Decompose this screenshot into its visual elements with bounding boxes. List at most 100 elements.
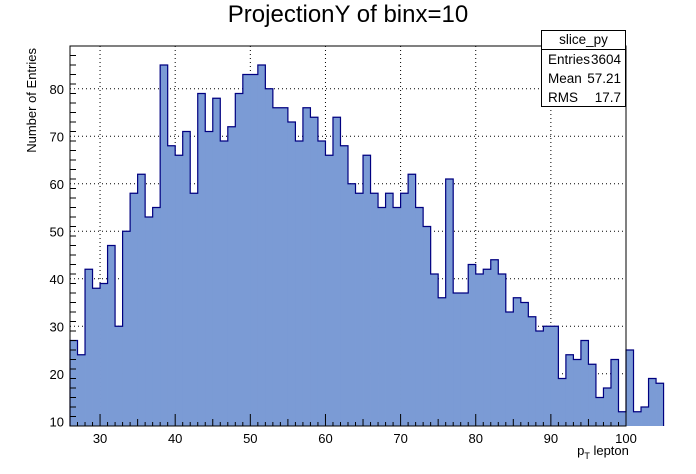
y-tick-label: 60	[50, 177, 64, 192]
histogram-outline	[69, 64, 665, 426]
histogram-bar	[430, 274, 439, 426]
x-tick-label: 90	[544, 431, 558, 446]
x-tick-label: 70	[393, 431, 407, 446]
stats-entries-value: 3604	[590, 52, 621, 67]
x-tick-label: 40	[168, 431, 182, 446]
histogram-bar	[648, 378, 657, 426]
stats-entries-label: Entries	[548, 52, 591, 67]
histogram-bar	[340, 145, 349, 426]
x-axis-label: pT lepton	[577, 443, 629, 461]
histogram-bar	[182, 131, 191, 426]
y-axis-label: Number of Entries	[24, 48, 39, 153]
histogram-bar	[272, 107, 281, 426]
histogram-bar	[565, 354, 574, 426]
histogram-bar	[107, 245, 116, 426]
histogram-bar	[77, 354, 86, 426]
histogram-bar	[363, 155, 371, 426]
histogram-bar	[332, 117, 341, 426]
y-tick-label: 80	[50, 82, 64, 97]
histogram-bar	[656, 383, 664, 426]
histogram-bar	[588, 364, 597, 426]
histogram-bar	[468, 264, 477, 426]
histogram-bar	[70, 340, 78, 426]
histogram-bar	[355, 193, 364, 426]
x-tick-label: 30	[93, 431, 107, 446]
histogram-bar	[302, 107, 311, 426]
histogram-bar	[423, 226, 432, 426]
histogram-bar	[438, 297, 447, 426]
histogram-bar	[190, 193, 199, 426]
y-tick-label: 10	[50, 414, 64, 429]
histogram-bar	[618, 411, 627, 426]
stats-rms-value: 17.7	[594, 90, 621, 105]
stats-mean-value: 57.21	[587, 71, 621, 86]
stats-row-entries: Entries 3604	[542, 50, 625, 69]
histogram-bar	[100, 283, 108, 426]
histogram-bar	[160, 65, 169, 426]
histogram-bar	[415, 207, 424, 426]
histogram-bar	[460, 293, 469, 426]
histogram-bar	[445, 179, 454, 426]
histogram-bar	[475, 274, 484, 426]
histogram-bar	[85, 269, 93, 426]
histogram-bar	[400, 193, 409, 426]
histogram-bar	[498, 274, 507, 426]
histogram-bar	[370, 193, 379, 426]
histogram-bar	[287, 122, 296, 426]
stats-mean-label: Mean	[548, 71, 582, 86]
histogram-bar	[227, 126, 236, 426]
histogram-bar	[137, 174, 146, 426]
histogram-bar	[325, 155, 334, 426]
histogram-bar	[310, 117, 319, 426]
histogram-bar	[250, 74, 259, 426]
histogram-bar	[115, 326, 123, 426]
y-tick-label: 30	[50, 319, 64, 334]
histogram-bar	[453, 293, 462, 426]
histogram-bar	[212, 98, 221, 426]
histogram-bar	[595, 397, 604, 426]
y-tick-label: 50	[50, 224, 64, 239]
axes: 30 40 50 60 70 80 90 100 10 20 30 40 50 60 70 80	[50, 45, 637, 446]
histogram-bar	[152, 207, 161, 426]
histogram-bar	[520, 302, 529, 426]
y-tick-label: 70	[50, 129, 64, 144]
histogram-bar	[626, 350, 634, 426]
histogram-bar	[610, 359, 619, 426]
histogram-bar	[378, 207, 386, 426]
histogram-bar	[265, 88, 274, 426]
histogram-bar	[348, 183, 356, 426]
histogram-bar	[92, 288, 101, 426]
histogram-bar	[393, 207, 401, 426]
histogram-bar	[528, 316, 537, 426]
histogram-bar	[280, 107, 289, 426]
y-tick-label: 20	[50, 367, 64, 382]
histogram-bar	[641, 407, 649, 426]
histogram-bar	[550, 326, 559, 426]
histogram-bar	[558, 378, 567, 426]
histogram-bar	[235, 93, 244, 426]
y-tick-label: 40	[50, 272, 64, 287]
histogram-bar	[167, 145, 176, 426]
histogram-bar	[603, 388, 612, 426]
histogram-bar	[205, 131, 214, 426]
stats-rms-label: RMS	[548, 90, 578, 105]
histogram-bar	[513, 297, 522, 426]
stats-row-rms: RMS 17.7	[542, 88, 625, 107]
chart-title: ProjectionY of binx=10	[228, 1, 468, 28]
histogram-bar	[242, 74, 251, 426]
stats-box: slice_py Entries 3604 Mean 57.21 RMS 17.…	[541, 30, 626, 107]
histogram-bar	[408, 174, 417, 426]
stats-row-mean: Mean 57.21	[542, 69, 625, 88]
stats-title: slice_py	[542, 31, 625, 50]
histogram-bar	[197, 93, 206, 426]
histogram-bar	[257, 65, 266, 426]
histogram-bars	[69, 64, 665, 426]
x-tick-label: 60	[318, 431, 332, 446]
x-tick-label: 100	[615, 431, 637, 446]
histogram-bar	[317, 141, 326, 426]
histogram-bar	[385, 193, 394, 426]
histogram-bar	[295, 141, 304, 426]
x-tick-label: 50	[243, 431, 257, 446]
histogram-bar	[543, 326, 552, 426]
